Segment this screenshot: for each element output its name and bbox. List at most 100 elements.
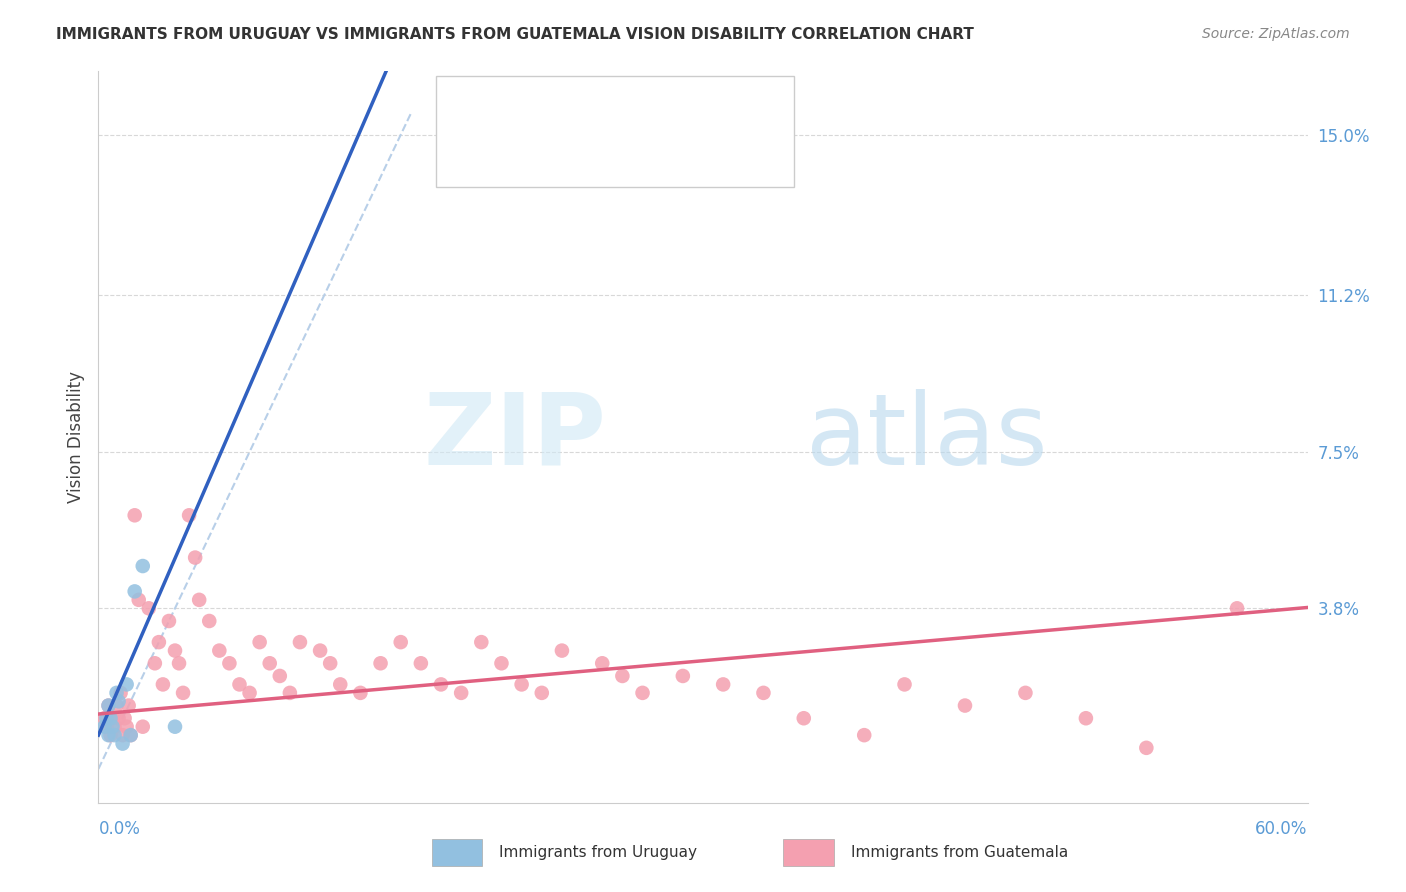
Point — [148, 635, 170, 649]
Point — [793, 711, 815, 725]
Point — [711, 677, 734, 691]
Text: 15: 15 — [695, 102, 716, 117]
Point — [249, 635, 271, 649]
Point — [510, 677, 533, 691]
Point — [319, 657, 342, 671]
Point — [409, 657, 432, 671]
Point — [97, 728, 120, 742]
Text: Source: ZipAtlas.com: Source: ZipAtlas.com — [1202, 27, 1350, 41]
Text: Immigrants from Guatemala: Immigrants from Guatemala — [851, 846, 1069, 860]
Text: ZIP: ZIP — [423, 389, 606, 485]
Text: 0.586: 0.586 — [560, 102, 607, 117]
Point — [128, 592, 150, 607]
Point — [228, 677, 250, 691]
FancyBboxPatch shape — [457, 139, 499, 169]
Point — [269, 669, 291, 683]
Point — [752, 686, 775, 700]
Point — [132, 559, 155, 574]
Point — [450, 686, 472, 700]
Point — [118, 698, 141, 713]
Point — [157, 614, 180, 628]
Point — [349, 686, 371, 700]
Text: atlas: atlas — [806, 389, 1047, 485]
Point — [389, 635, 412, 649]
FancyBboxPatch shape — [457, 95, 499, 124]
Point — [591, 657, 613, 671]
Point — [100, 711, 122, 725]
Point — [107, 694, 129, 708]
Point — [491, 657, 513, 671]
Point — [198, 614, 221, 628]
Point — [120, 728, 142, 742]
Point — [100, 728, 122, 742]
Text: N =: N = — [648, 146, 682, 161]
Point — [530, 686, 553, 700]
Point — [103, 720, 125, 734]
Point — [101, 720, 124, 734]
Point — [132, 720, 155, 734]
Point — [163, 643, 186, 657]
Text: 0.258: 0.258 — [560, 146, 607, 161]
Point — [93, 720, 115, 734]
Point — [138, 601, 160, 615]
Point — [110, 686, 132, 700]
Point — [93, 711, 115, 725]
Point — [1226, 601, 1249, 615]
FancyBboxPatch shape — [432, 839, 482, 865]
Point — [288, 635, 311, 649]
Text: N =: N = — [648, 102, 682, 117]
Point — [115, 677, 138, 691]
Text: R =: R = — [513, 146, 546, 161]
Point — [111, 737, 134, 751]
Point — [163, 720, 186, 734]
Point — [115, 720, 138, 734]
Point — [143, 657, 166, 671]
Text: 60.0%: 60.0% — [1256, 820, 1308, 838]
Point — [239, 686, 262, 700]
Point — [259, 657, 281, 671]
Point — [101, 711, 124, 725]
Point — [184, 550, 207, 565]
Point — [631, 686, 654, 700]
Text: 0.0%: 0.0% — [98, 820, 141, 838]
Point — [470, 635, 492, 649]
Point — [96, 720, 118, 734]
Point — [551, 643, 574, 657]
Point — [853, 728, 876, 742]
Point — [114, 711, 136, 725]
Text: IMMIGRANTS FROM URUGUAY VS IMMIGRANTS FROM GUATEMALA VISION DISABILITY CORRELATI: IMMIGRANTS FROM URUGUAY VS IMMIGRANTS FR… — [56, 27, 974, 42]
Point — [105, 686, 128, 700]
Point — [107, 711, 129, 725]
Point — [152, 677, 174, 691]
Point — [105, 698, 128, 713]
Point — [329, 677, 352, 691]
Point — [893, 677, 915, 691]
Point — [953, 698, 976, 713]
Point — [430, 677, 453, 691]
Point — [672, 669, 695, 683]
Point — [218, 657, 240, 671]
Point — [309, 643, 332, 657]
Point — [124, 508, 146, 523]
Point — [111, 728, 134, 742]
Point — [370, 657, 392, 671]
Point — [188, 592, 211, 607]
Point — [1074, 711, 1097, 725]
Text: Immigrants from Uruguay: Immigrants from Uruguay — [499, 846, 697, 860]
Point — [97, 698, 120, 713]
Point — [103, 728, 125, 742]
Point — [124, 584, 146, 599]
Point — [172, 686, 194, 700]
Point — [612, 669, 634, 683]
Y-axis label: Vision Disability: Vision Disability — [66, 371, 84, 503]
Text: R =: R = — [513, 102, 546, 117]
Point — [97, 698, 120, 713]
Point — [96, 711, 118, 725]
Text: 66: 66 — [695, 146, 716, 161]
Point — [179, 508, 201, 523]
Point — [167, 657, 190, 671]
Point — [208, 643, 231, 657]
Point — [278, 686, 301, 700]
Point — [1135, 740, 1157, 755]
Point — [1014, 686, 1036, 700]
